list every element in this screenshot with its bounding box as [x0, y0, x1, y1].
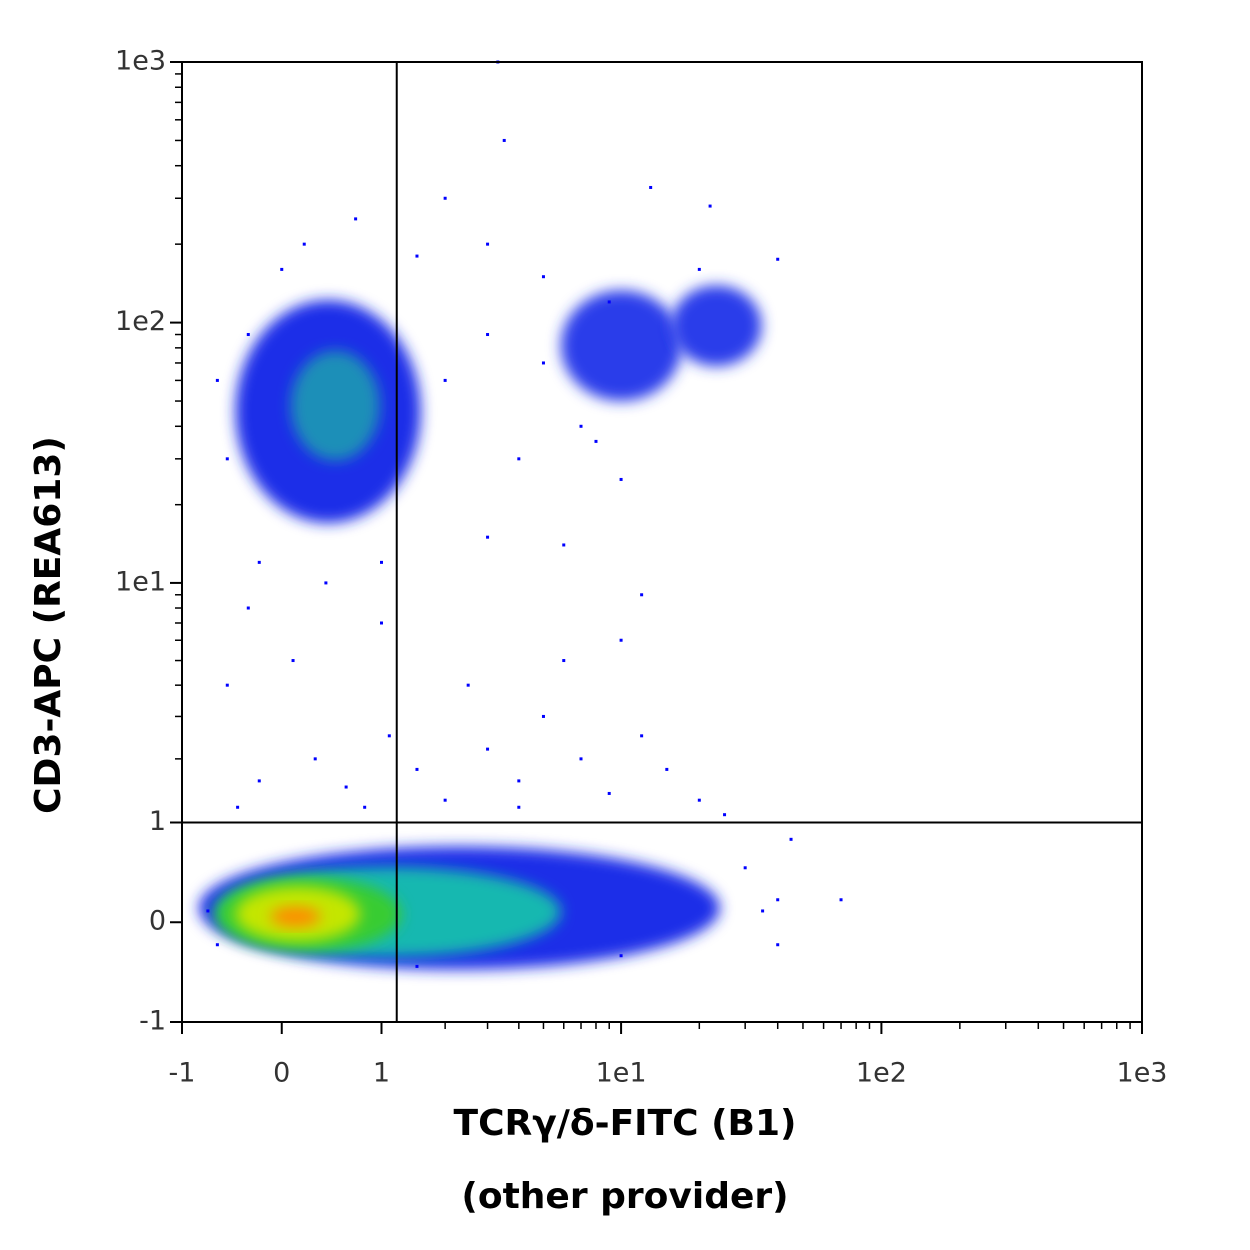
event-dot [640, 593, 644, 597]
event-dot [443, 196, 447, 200]
event-dot [380, 621, 384, 625]
y-tick-label: 0 [149, 906, 166, 937]
y-axis-title: CD3-APC (REA613) [28, 436, 69, 814]
event-dot [708, 204, 712, 208]
event-dot [443, 378, 447, 382]
event-dot [562, 659, 566, 663]
event-dot [225, 683, 229, 687]
event-dot [697, 798, 701, 802]
x-tick-label: 1e2 [856, 1058, 907, 1089]
event-dot [206, 909, 210, 913]
event-dot [415, 964, 419, 968]
event-dot [517, 457, 521, 461]
x-axis-title: TCRγ/δ-FITC (B1) [454, 1103, 797, 1144]
event-dot [665, 767, 669, 771]
event-dot [541, 275, 545, 279]
event-dot [607, 791, 611, 795]
event-dot [486, 242, 490, 246]
event-dot [607, 300, 611, 304]
x-tick-label: 1 [373, 1058, 390, 1089]
event-dot [280, 267, 284, 271]
event-dot [225, 457, 229, 461]
event-dot [236, 805, 240, 809]
y-tick-label: 1 [149, 806, 166, 837]
density-region [290, 350, 380, 461]
event-dot [619, 954, 623, 958]
event-dot [257, 779, 261, 783]
event-dot [594, 439, 598, 443]
event-dot [215, 943, 219, 947]
event-dot [723, 813, 727, 817]
event-dot [839, 898, 843, 902]
event-dot [363, 805, 367, 809]
plot-frame [181, 61, 1143, 1023]
event-dot [640, 734, 644, 738]
event-dot [697, 267, 701, 271]
y-tick-label: 1e3 [115, 46, 166, 77]
event-dot [541, 361, 545, 365]
event-dot [776, 943, 780, 947]
y-tick-label: 1e2 [115, 306, 166, 337]
density-region [560, 290, 682, 402]
event-dot [776, 898, 780, 902]
event-dot [619, 477, 623, 481]
event-dot [579, 424, 583, 428]
x-tick-label: -1 [169, 1058, 196, 1089]
event-dot [387, 734, 391, 738]
event-dot [415, 254, 419, 258]
event-dot [619, 638, 623, 642]
event-dot [502, 138, 506, 142]
event-dot [517, 779, 521, 783]
x-tick-label: 1e3 [1117, 1058, 1168, 1089]
event-dot [246, 606, 250, 610]
event-dot [344, 785, 348, 789]
event-dot [579, 757, 583, 761]
event-dot [291, 659, 295, 663]
event-dot [649, 185, 653, 189]
event-dot [257, 560, 261, 564]
event-dot [743, 866, 747, 870]
event-dot [246, 333, 250, 337]
event-dot [324, 581, 328, 585]
event-dot [443, 798, 447, 802]
event-dot [302, 242, 306, 246]
x-tick-label: 1e1 [596, 1058, 647, 1089]
event-dot [776, 257, 780, 261]
event-dot [541, 714, 545, 718]
y-tick-label: -1 [139, 1006, 166, 1037]
event-dot [380, 560, 384, 564]
event-dot [562, 543, 566, 547]
y-tick-label: 1e1 [115, 566, 166, 597]
event-dot [789, 837, 793, 841]
density-region [671, 285, 762, 367]
x-axis-subtitle: (other provider) [461, 1176, 788, 1217]
event-dot [486, 747, 490, 751]
event-dot [517, 805, 521, 809]
event-dot [354, 217, 358, 221]
density-region [270, 906, 321, 927]
event-dot [486, 333, 490, 337]
event-dot [215, 378, 219, 382]
event-dot [486, 535, 490, 539]
event-dot [415, 767, 419, 771]
plot-area [198, 60, 843, 970]
event-dot [466, 683, 470, 687]
event-dot [313, 757, 317, 761]
event-dot [761, 909, 765, 913]
x-tick-label: 0 [273, 1058, 290, 1089]
